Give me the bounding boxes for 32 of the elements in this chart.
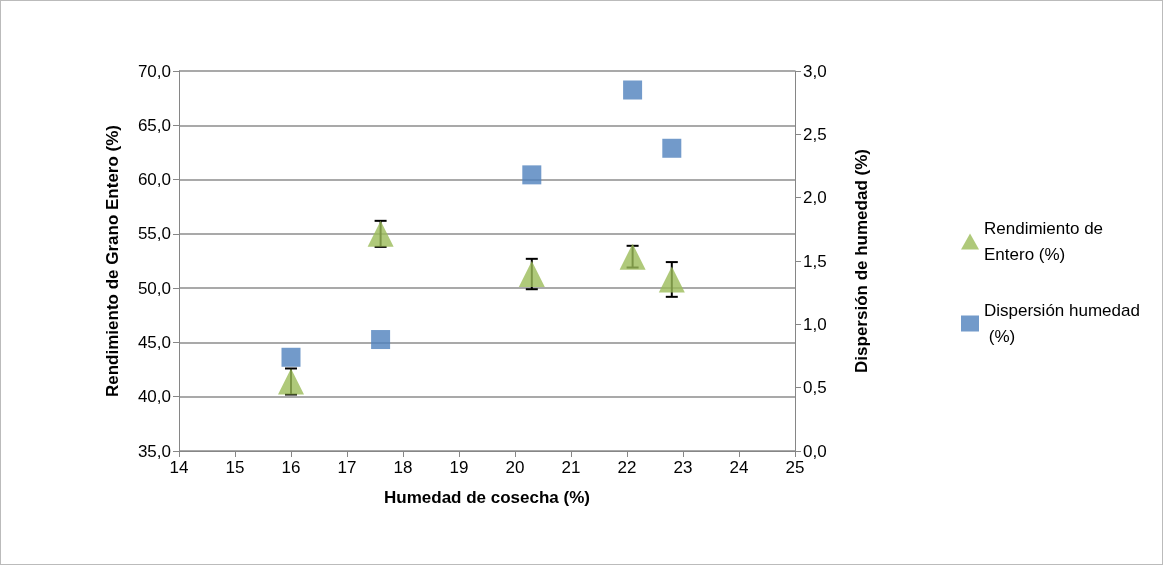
y-tick-label: 65,0 bbox=[137, 115, 171, 135]
x-tick-label: 14 bbox=[169, 458, 189, 477]
y2-tick-label: 0,0 bbox=[803, 441, 827, 461]
x-tick-label: 16 bbox=[281, 458, 301, 477]
y-tick-label: 60,0 bbox=[137, 170, 171, 190]
x-tick-label: 15 bbox=[225, 458, 245, 477]
y2-tick-label: 3,0 bbox=[803, 61, 827, 81]
y2-tick-label: 0,5 bbox=[803, 378, 827, 398]
y-tick-label: 70,0 bbox=[137, 61, 171, 81]
x-tick-label: 22 bbox=[617, 458, 637, 477]
y-axis-title: Rendimiento de Grano Entero (%) bbox=[103, 124, 122, 398]
y-tick-label: 35,0 bbox=[137, 441, 171, 461]
y2-tick-label: 2,5 bbox=[803, 124, 827, 144]
y2-tick-label: 1,5 bbox=[803, 251, 827, 271]
x-tick-label: 25 bbox=[785, 458, 805, 477]
x-tick-label: 23 bbox=[673, 458, 693, 477]
x-tick-label: 21 bbox=[561, 458, 581, 477]
y-tick-label: 45,0 bbox=[137, 332, 171, 352]
x-tick-label: 18 bbox=[393, 458, 413, 477]
x-tick-label: 19 bbox=[449, 458, 469, 477]
y2-axis-title: Dispersión de humedad (%) bbox=[852, 149, 871, 373]
y-tick-label: 50,0 bbox=[137, 278, 171, 298]
y-tick-label: 40,0 bbox=[137, 387, 171, 407]
y2-tick-label: 1,0 bbox=[803, 314, 827, 334]
x-tick-label: 20 bbox=[505, 458, 525, 477]
y-tick-label: 55,0 bbox=[137, 224, 171, 244]
x-axis-title: Humedad de cosecha (%) bbox=[384, 488, 590, 507]
legend-label: Rendimiento de Entero (%) bbox=[984, 219, 1108, 264]
legend-label: Dispersión humedad (%) bbox=[984, 301, 1140, 346]
x-tick-label: 24 bbox=[729, 458, 749, 477]
x-tick-label: 17 bbox=[337, 458, 357, 477]
y2-tick-label: 2,0 bbox=[803, 188, 827, 208]
